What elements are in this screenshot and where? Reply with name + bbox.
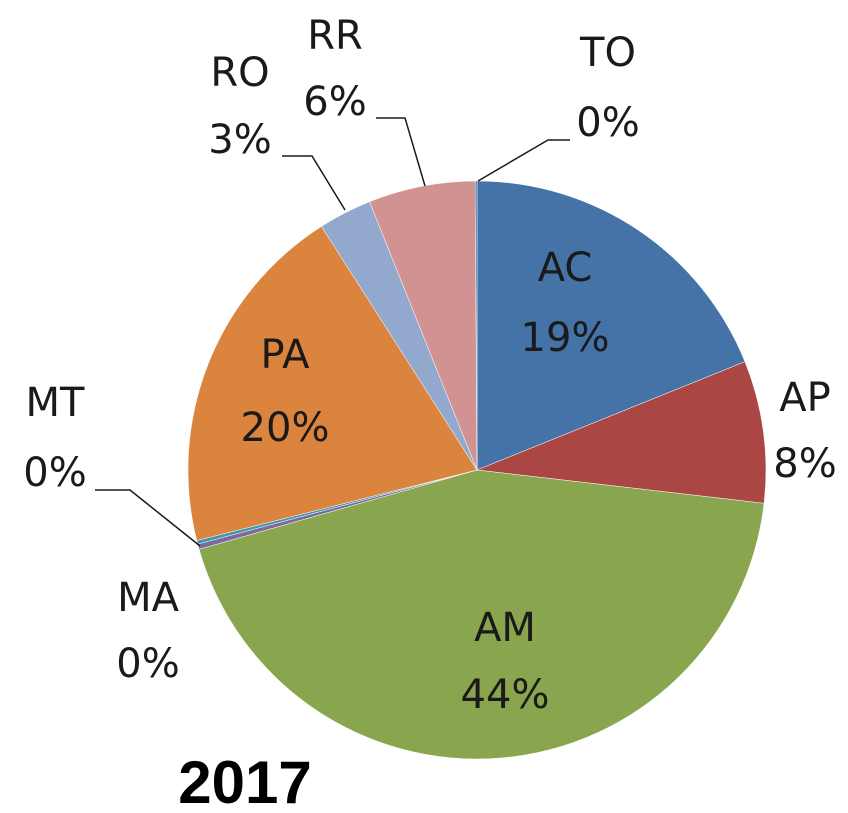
pie-slice (474, 180, 478, 471)
leader-line (477, 139, 570, 182)
category-label: RO (210, 50, 269, 96)
chart-title: 2017 (178, 749, 311, 813)
value-label: 8% (773, 441, 836, 487)
value-label: 20% (241, 405, 330, 451)
value-label: 6% (303, 79, 366, 125)
category-label: AC (538, 245, 593, 291)
value-label: 19% (521, 315, 610, 361)
value-label: 0% (576, 100, 639, 146)
category-label: AP (779, 375, 830, 421)
value-label: 0% (116, 641, 179, 687)
pie-slice (476, 361, 767, 504)
category-label: MA (117, 575, 180, 621)
category-label: PA (261, 332, 311, 378)
pie-slice (198, 469, 765, 760)
pie (187, 180, 767, 760)
pie-slice (476, 180, 746, 471)
category-label: TO (579, 30, 636, 76)
value-label: 3% (208, 117, 271, 163)
value-label: 0% (23, 450, 86, 496)
leader-line (95, 489, 201, 547)
category-label: RR (307, 13, 363, 59)
leader-line (282, 155, 346, 211)
leader-line (376, 117, 426, 187)
pie-slice (187, 226, 478, 541)
category-label: MT (26, 380, 86, 426)
category-label: AM (474, 605, 536, 651)
value-label: 44% (461, 672, 550, 718)
